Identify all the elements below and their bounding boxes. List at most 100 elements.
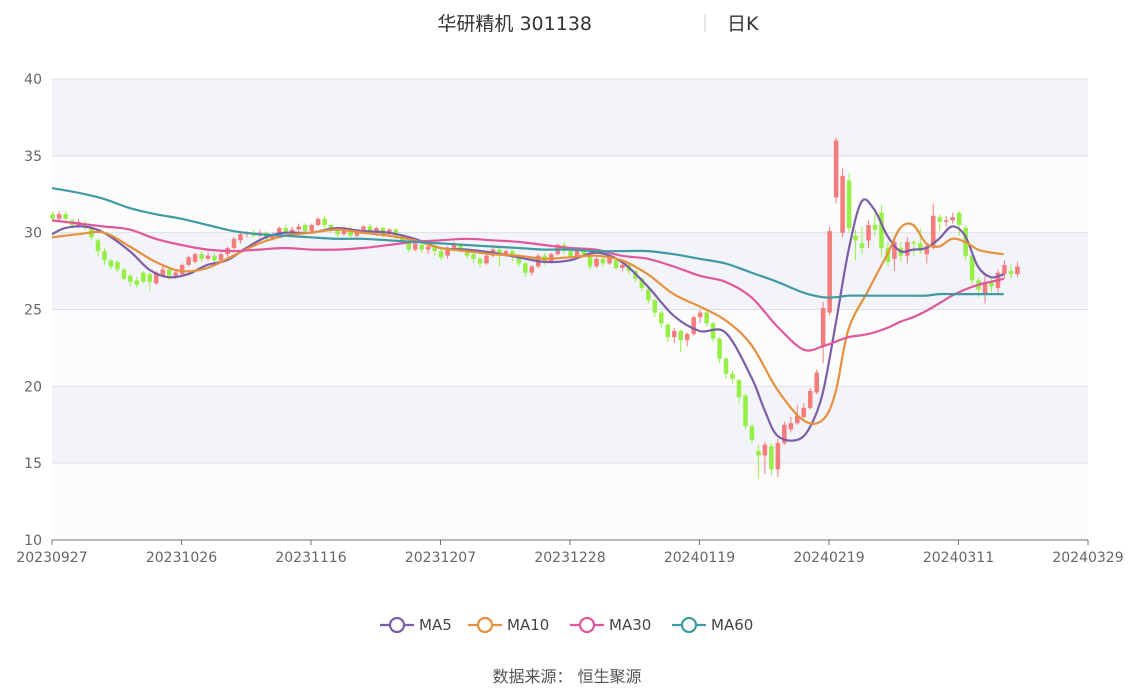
candle-body xyxy=(775,443,781,470)
candle-body xyxy=(477,258,483,264)
moving-average-lines xyxy=(51,187,1005,442)
candle-body xyxy=(833,140,839,198)
candle-body xyxy=(335,229,340,235)
candle-up xyxy=(840,168,845,238)
legend-item-ma10[interactable]: MA10 xyxy=(468,616,549,634)
candle-up xyxy=(231,237,237,250)
candle-up xyxy=(833,137,839,204)
candle-body xyxy=(769,446,774,470)
candle-body xyxy=(820,307,826,347)
legend-item-ma5[interactable]: MA5 xyxy=(380,616,452,634)
candle-body xyxy=(581,249,586,255)
candle-up xyxy=(484,254,489,265)
legend-label: MA5 xyxy=(419,616,452,634)
candle-body xyxy=(212,255,217,261)
candle-down xyxy=(497,246,502,267)
candle-up xyxy=(620,263,625,272)
candle-down xyxy=(568,249,573,261)
candle-body xyxy=(134,280,140,285)
candle-body xyxy=(63,214,68,219)
candle-body xyxy=(930,215,936,247)
candle-down xyxy=(853,229,858,261)
x-tick-label: 20230927 xyxy=(16,550,87,566)
candle-body xyxy=(348,229,353,236)
candle-body xyxy=(756,450,761,456)
candle-down xyxy=(523,261,528,278)
y-tick-label: 35 xyxy=(24,149,42,165)
legend-marker xyxy=(476,616,494,634)
candle-body xyxy=(652,300,658,313)
candle-up xyxy=(950,212,955,224)
candle-body xyxy=(451,244,457,249)
candle-body xyxy=(671,331,677,338)
candle-body xyxy=(160,269,165,276)
candle-up xyxy=(309,223,314,233)
candle-down xyxy=(743,394,748,430)
candle-body xyxy=(905,241,910,256)
candle-up xyxy=(684,332,690,347)
candle-down xyxy=(717,337,722,364)
candle-up xyxy=(1002,260,1007,279)
legend-item-ma30[interactable]: MA30 xyxy=(570,616,651,634)
candle-body xyxy=(322,218,327,225)
candle-body xyxy=(717,338,722,359)
candle-body xyxy=(296,226,301,230)
candle-body xyxy=(795,415,800,424)
candle-body xyxy=(115,261,120,270)
legend[interactable]: MA5 MA10 MA30 MA60 xyxy=(380,616,753,634)
candle-body xyxy=(121,269,127,279)
candle-body xyxy=(153,272,159,284)
grid-lines xyxy=(52,78,1088,541)
candle-up xyxy=(697,309,703,324)
candle-body xyxy=(697,312,703,318)
candle-up xyxy=(425,244,431,255)
candle-down xyxy=(121,268,127,281)
candle-down xyxy=(471,252,476,264)
candle-down xyxy=(879,205,884,258)
legend-marker xyxy=(388,616,406,634)
candle-body xyxy=(956,212,962,225)
candle-down xyxy=(438,249,444,261)
candle-body xyxy=(607,257,612,264)
candle-body xyxy=(289,229,295,233)
candle-body xyxy=(639,278,645,288)
candle-down xyxy=(872,211,878,236)
candle-body xyxy=(743,395,748,427)
candle-down xyxy=(322,215,327,229)
candle-down xyxy=(128,274,133,287)
candle-body xyxy=(684,334,690,341)
candle-body xyxy=(814,372,819,393)
candle-body xyxy=(141,272,146,282)
candle-up xyxy=(807,387,813,410)
candle-body xyxy=(102,251,107,261)
candle-body xyxy=(723,358,729,375)
candle-body xyxy=(937,217,942,222)
candle-up xyxy=(827,226,832,316)
legend-item-ma60[interactable]: MA60 xyxy=(672,616,753,634)
candle-up xyxy=(529,264,535,276)
candle-body xyxy=(361,226,366,232)
y-tick-label: 30 xyxy=(24,226,42,242)
candle-body xyxy=(911,241,917,244)
candle-body xyxy=(412,243,418,250)
candle-up xyxy=(930,203,936,250)
candle-down xyxy=(134,277,140,288)
candle-body xyxy=(302,224,308,232)
candle-down xyxy=(302,223,308,233)
candle-down xyxy=(665,323,671,342)
x-tick-label: 20240329 xyxy=(1052,550,1123,566)
candle-body xyxy=(393,229,399,236)
candle-down xyxy=(956,211,962,236)
y-tick-label: 25 xyxy=(24,303,42,319)
candle-body xyxy=(568,251,573,258)
candle-body xyxy=(309,224,314,232)
x-tick-label: 20240311 xyxy=(923,550,994,566)
candle-up xyxy=(982,275,988,304)
candle-body xyxy=(594,258,599,267)
candle-up xyxy=(943,215,949,227)
candle-body xyxy=(600,258,606,264)
candle-down xyxy=(969,254,975,285)
candle-body xyxy=(950,217,955,221)
